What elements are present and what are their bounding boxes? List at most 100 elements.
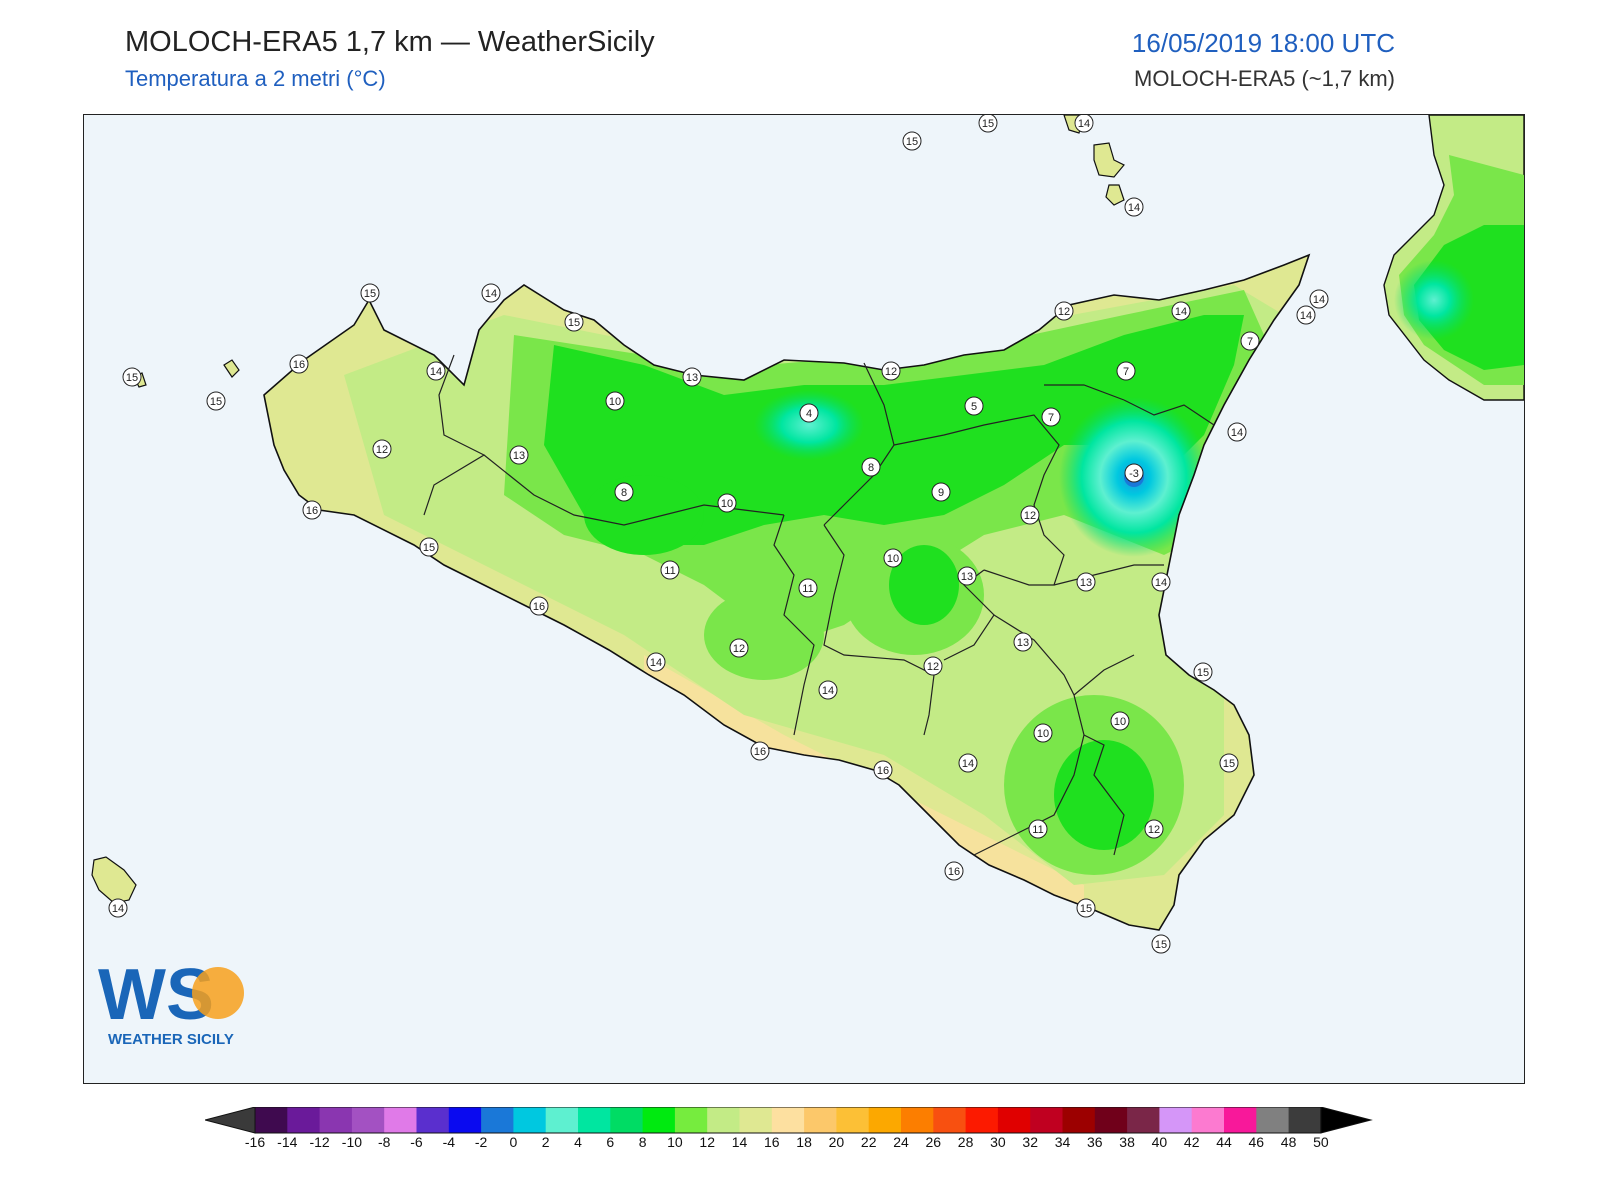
station-marker: 14: [1309, 289, 1329, 309]
station-circle: [1193, 662, 1213, 682]
station-circle: [1013, 632, 1033, 652]
station-value: 14: [1155, 577, 1167, 589]
station-value: 15: [210, 396, 222, 408]
station-marker: 14: [1171, 301, 1191, 321]
station-value: 14: [1313, 294, 1325, 306]
colorbar-swatch: [481, 1107, 514, 1133]
station-marker: 12: [923, 656, 943, 676]
station-value: 14: [1128, 202, 1140, 214]
station-circle: [1309, 289, 1329, 309]
colorbar-swatch: [771, 1107, 805, 1133]
station-marker: 15: [1193, 662, 1213, 682]
colorbar-swatch: [674, 1107, 708, 1133]
colorbar-swatch: [642, 1107, 676, 1133]
colorbar-swatch: [707, 1107, 740, 1133]
station-circle: [682, 367, 702, 387]
station-circle: [902, 131, 922, 151]
station-value: 14: [430, 366, 442, 378]
station-marker: 12: [729, 638, 749, 658]
station-value: 14: [650, 657, 662, 669]
colorbar-swatch: [1159, 1107, 1193, 1133]
colorbar-swatch: [1030, 1107, 1063, 1133]
station-value: 15: [1223, 758, 1235, 770]
colorbar-tick-label: -12: [309, 1134, 329, 1147]
station-circle: [1110, 711, 1130, 731]
station-marker: 15: [1076, 898, 1096, 918]
station-circle: [206, 391, 226, 411]
colorbar-swatch: [545, 1107, 579, 1133]
colorbar-tick-label: 48: [1281, 1134, 1297, 1147]
colorbar-swatch: [1094, 1107, 1128, 1133]
colorbar-min-arrow: [205, 1107, 256, 1134]
station-marker: 15: [1151, 934, 1171, 954]
map-panel[interactable]: 15 15 14 14 15 14 15 16 14 15 15 14 12 14 14 7 13 12 10 4 7 5…: [83, 114, 1525, 1084]
station-value: 14: [1300, 310, 1312, 322]
station-circle: [372, 439, 392, 459]
colorbar-swatch: [1191, 1107, 1225, 1133]
station-circle: [122, 367, 142, 387]
station-marker: 14: [481, 283, 501, 303]
station-marker: 15: [122, 367, 142, 387]
station-value: -3: [1129, 468, 1139, 480]
station-marker: 16: [529, 596, 549, 616]
station-marker: 5: [964, 396, 984, 416]
colorbar-swatch: [319, 1107, 353, 1133]
station-marker: 7: [1240, 331, 1260, 351]
colorbar-tick-label: -10: [342, 1134, 362, 1147]
station-circle: [529, 596, 549, 616]
colorbar-tick-label: 4: [574, 1134, 582, 1147]
colorbar-tick-label: 0: [510, 1134, 518, 1147]
colorbar-tick-label: 24: [893, 1134, 909, 1147]
colorbar-tick-label: -16: [245, 1134, 265, 1147]
station-marker: 14: [1124, 197, 1144, 217]
colorbar-tick-label: 44: [1216, 1134, 1232, 1147]
station-circle: [1028, 819, 1048, 839]
station-marker: 12: [1020, 505, 1040, 525]
station-value: 11: [1032, 824, 1043, 836]
station-circle: [1219, 753, 1239, 773]
colorbar-tick-label: 32: [1022, 1134, 1038, 1147]
colorbar-tick-label: -2: [475, 1134, 488, 1147]
station-value: 16: [948, 866, 960, 878]
map-subtitle: Temperatura a 2 metri (°C): [125, 66, 386, 91]
calabria-mainland: [1383, 115, 1524, 401]
station-circle: [729, 638, 749, 658]
station-marker: 14: [958, 753, 978, 773]
station-marker: 13: [682, 367, 702, 387]
station-circle: [1240, 331, 1260, 351]
station-marker: 4: [799, 403, 819, 423]
station-value: 14: [1231, 427, 1243, 439]
station-circle: [931, 482, 951, 502]
station-value: 13: [686, 372, 698, 384]
station-circle: [861, 457, 881, 477]
station-circle: [1151, 934, 1171, 954]
station-value: 5: [971, 401, 977, 413]
station-value: 11: [664, 565, 675, 577]
station-marker: 16: [873, 760, 893, 780]
station-circle: [1076, 898, 1096, 918]
station-circle: [944, 861, 964, 881]
colorbar-swatch: [610, 1107, 644, 1133]
colorbar-swatch: [804, 1107, 837, 1133]
logo-name: WEATHER SICILY: [108, 1031, 234, 1048]
station-marker: 12: [372, 439, 392, 459]
station-value: 7: [1247, 336, 1253, 348]
colorbar-swatch: [868, 1107, 902, 1133]
station-circle: [1296, 305, 1316, 325]
colorbar-tick-label: -8: [378, 1134, 391, 1147]
colorbar-swatch: [1127, 1107, 1160, 1133]
station-value: 13: [513, 450, 525, 462]
station-circle: [108, 898, 128, 918]
colorbar-swatch: [384, 1107, 417, 1133]
station-marker: 13: [1013, 632, 1033, 652]
station-marker: 15: [902, 131, 922, 151]
station-value: 14: [485, 288, 497, 300]
station-circle: [978, 115, 998, 133]
station-circle: [1076, 572, 1096, 592]
station-value: 15: [126, 372, 138, 384]
colorbar-tick-label: 42: [1184, 1134, 1200, 1147]
station-value: 15: [1155, 939, 1167, 951]
station-circle: [1033, 723, 1053, 743]
station-circle: [1041, 407, 1061, 427]
